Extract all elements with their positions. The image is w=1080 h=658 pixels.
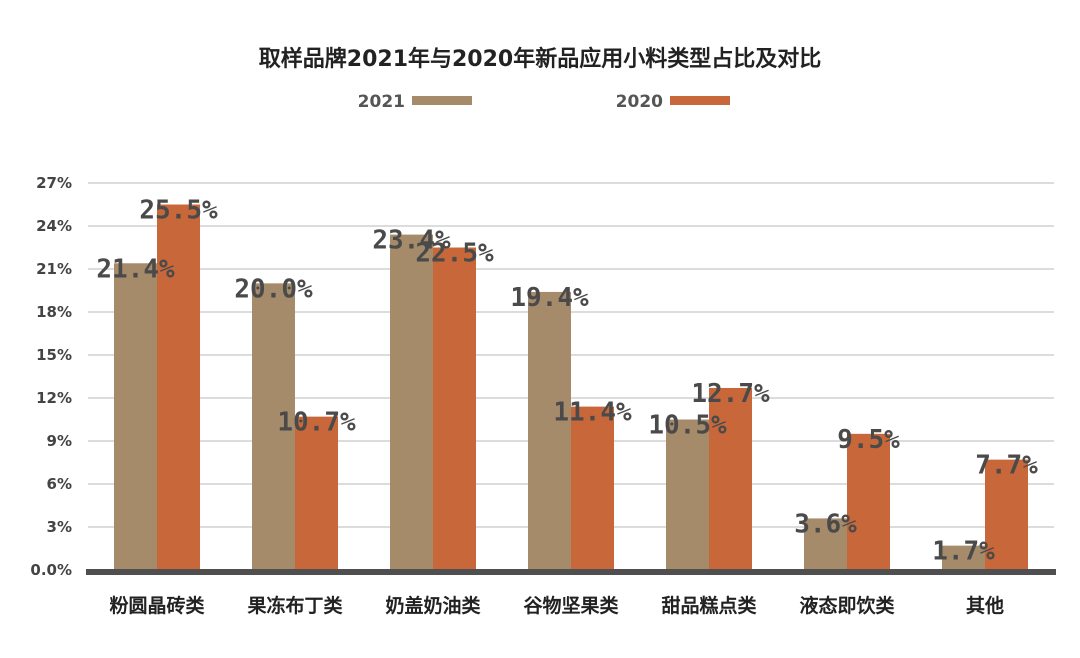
bar-2020 [985, 459, 1028, 570]
bar-2021 [114, 263, 157, 570]
y-tick-label: 27% [36, 174, 72, 192]
data-label-2020: 12.7% [691, 379, 770, 409]
data-label-2020: 10.7% [277, 408, 356, 438]
x-tick-label: 谷物坚果类 [523, 594, 618, 617]
y-tick-label: 6% [47, 475, 72, 493]
data-label-2021: 3.6% [794, 509, 857, 539]
x-axis-ticks: 粉圆晶砖类 果冻布丁类 奶盖奶油类 谷物坚果类 甜品糕点类 液态即饮类 其他 [109, 594, 1004, 617]
data-label-2021: 23.4% [372, 226, 451, 256]
bar-2021 [390, 234, 433, 570]
data-label-2021: 19.4% [510, 283, 589, 313]
x-tick-label: 奶盖奶油类 [385, 594, 480, 617]
data-label-2020: 25.5% [139, 196, 218, 226]
x-tick-label: 液态即饮类 [799, 594, 894, 617]
y-tick-label: 0.0% [30, 561, 72, 579]
x-tick-label: 其他 [966, 594, 1004, 617]
data-label-2020: 22.5% [415, 239, 494, 269]
x-axis [86, 569, 1056, 575]
data-label-2021: 20.0% [234, 274, 313, 304]
y-tick-label: 12% [36, 389, 72, 407]
data-label-2020: 11.4% [553, 398, 632, 428]
bar-2021 [804, 518, 847, 570]
data-label-2020: 9.5% [837, 425, 900, 455]
legend-label-2021: 2021 [358, 92, 405, 112]
y-axis-ticks: 0.0% 3% 6% 9% 12% 15% 18% 21% 24% 27% [30, 174, 72, 579]
data-label-2021: 10.5% [648, 411, 727, 441]
y-tick-label: 9% [47, 432, 72, 450]
bar-2020 [433, 247, 476, 570]
y-tick-label: 15% [36, 346, 72, 364]
legend-label-2020: 2020 [616, 92, 663, 112]
data-labels: 21.4% 25.5% 20.0% 10.7% 23.4%22.5% 19.4% 11.4%… [96, 196, 1038, 567]
y-tick-label: 3% [47, 518, 72, 536]
legend: 2021 2020 [358, 92, 730, 112]
bar-2020 [571, 406, 614, 570]
bar-2020 [709, 387, 752, 570]
x-tick-label: 甜品糕点类 [661, 594, 756, 617]
y-tick-label: 18% [36, 303, 72, 321]
data-label-2021: 1.7% [932, 537, 995, 567]
bar-2021 [666, 419, 709, 570]
y-tick-label: 24% [36, 217, 72, 235]
bar-2020 [157, 204, 200, 570]
bars [114, 204, 1028, 570]
bar-2021 [252, 283, 295, 570]
x-axis-baseline [86, 569, 1056, 575]
legend-swatch-2020 [670, 96, 730, 105]
legend-swatch-2021 [412, 96, 472, 105]
bar-2020 [847, 433, 890, 570]
data-label-2021: 21.4% [96, 254, 175, 284]
x-tick-label: 粉圆晶砖类 [109, 594, 204, 617]
y-tick-label: 21% [36, 260, 72, 278]
x-tick-label: 果冻布丁类 [246, 594, 342, 617]
bar-2021 [528, 291, 571, 570]
bar-2021 [942, 545, 985, 570]
chart-title: 取样品牌2021年与2020年新品应用小料类型占比及对比 [259, 46, 821, 72]
data-label-2020: 7.7% [975, 451, 1038, 481]
bar-2020 [295, 416, 338, 570]
